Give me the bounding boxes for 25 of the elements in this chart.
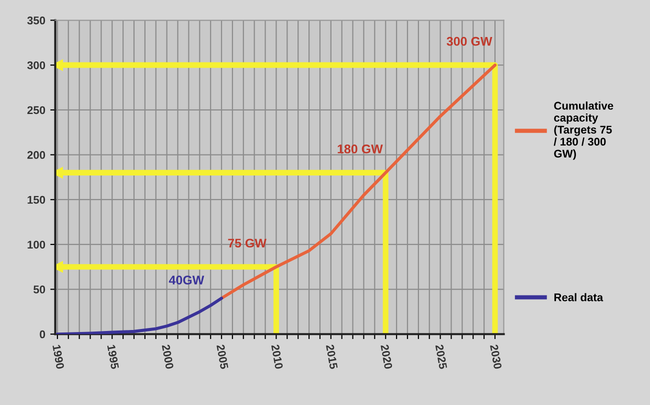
x-tick-label: 1990 xyxy=(52,344,64,370)
line-series xyxy=(220,64,497,300)
x-tick-label: 2010 xyxy=(271,344,284,370)
annotation: 40GW xyxy=(168,276,204,284)
x-tick-label: 1995 xyxy=(107,344,120,370)
y-tick-label: 100 xyxy=(28,240,46,249)
annotation: 180 GW xyxy=(338,144,383,154)
y-tick-label: 150 xyxy=(28,196,46,204)
y-tick-label: 200 xyxy=(27,151,46,159)
annotation: 300 GW xyxy=(446,36,492,46)
x-tick-label: 2000 xyxy=(162,344,174,370)
legend-label: Real data xyxy=(554,293,604,302)
y-tick-label: 300 xyxy=(27,61,46,70)
y-tick-label: 0 xyxy=(40,330,46,338)
x-tick-label: 2015 xyxy=(326,344,338,370)
y-tick-label: 350 xyxy=(27,16,46,24)
x-tick-label: 2030 xyxy=(490,344,502,370)
legend-label: Cumulative capacity (Targets 75 / 180 / 300 GW) xyxy=(554,102,614,160)
x-tick-label: 2020 xyxy=(380,344,392,370)
y-tick-label: 50 xyxy=(34,286,46,294)
line-series xyxy=(56,296,224,334)
y-tick-label: 250 xyxy=(27,106,46,114)
annotation: 75 GW xyxy=(228,238,266,248)
x-tick-label: 2025 xyxy=(435,344,448,370)
x-tick-label: 2005 xyxy=(216,344,228,370)
